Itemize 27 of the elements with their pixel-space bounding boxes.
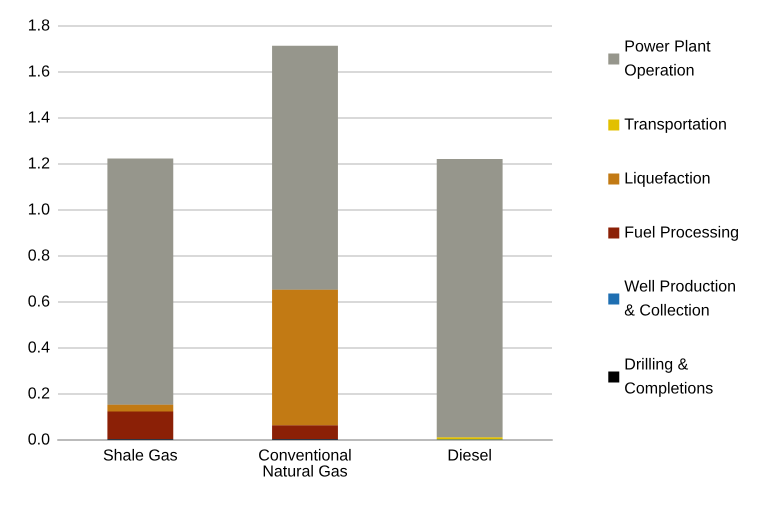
legend-label: Power Plant Operation	[624, 38, 712, 80]
x-tick-label: Conventional Natural Gas	[258, 448, 352, 480]
y-tick-label: 1.8	[28, 18, 50, 34]
legend-label: Fuel Processing	[624, 224, 739, 242]
y-tick-label: 1.6	[28, 64, 50, 80]
bar	[107, 411, 174, 440]
bar	[107, 158, 174, 405]
bar	[107, 404, 174, 412]
bar	[272, 46, 338, 290]
y-tick-label: 1.4	[28, 110, 50, 126]
legend-label: Transportation	[624, 116, 727, 134]
legend-label: Drilling & Completions	[624, 356, 714, 398]
y-tick-label: 1.2	[28, 156, 50, 172]
x-tick-label: Shale Gas	[102, 448, 178, 464]
legend-label: Liquefaction	[624, 170, 711, 188]
y-tick-label: 1.0	[28, 202, 50, 218]
y-tick-label: 0.6	[28, 294, 50, 310]
x-tick-label: Diesel	[447, 448, 492, 464]
bar	[272, 290, 338, 426]
bar	[272, 425, 338, 440]
y-tick-label: 0.8	[28, 248, 50, 264]
legend-label: Well Production & Collection	[624, 278, 736, 320]
bar	[436, 437, 503, 440]
y-tick-label: 0.4	[28, 340, 50, 356]
bar	[436, 158, 503, 438]
y-tick-label: 0.2	[28, 386, 50, 402]
y-tick-label: 0.0	[28, 432, 50, 448]
